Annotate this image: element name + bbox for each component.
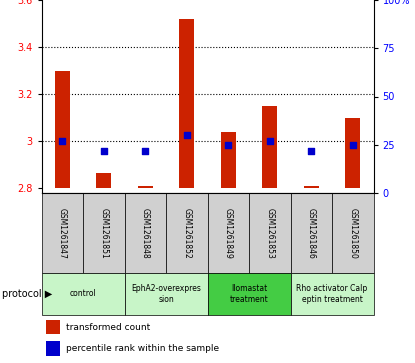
Bar [46, 341, 60, 356]
Text: GSM1261846: GSM1261846 [307, 208, 316, 258]
Bar [55, 71, 70, 188]
Text: control: control [70, 290, 96, 298]
Text: transformed count: transformed count [66, 322, 150, 331]
Text: GSM1261848: GSM1261848 [141, 208, 150, 258]
Bar [166, 193, 208, 273]
Point [100, 148, 107, 154]
Bar [332, 193, 374, 273]
Text: GSM1261847: GSM1261847 [58, 208, 67, 258]
Bar [42, 193, 83, 273]
Bar [46, 320, 60, 334]
Bar [83, 193, 124, 273]
Bar [290, 193, 332, 273]
Text: protocol ▶: protocol ▶ [2, 289, 52, 299]
Text: Rho activator Calp
eptin treatment: Rho activator Calp eptin treatment [296, 284, 368, 304]
Bar [263, 106, 277, 188]
Bar [124, 193, 166, 273]
Point [142, 148, 149, 154]
Point [349, 142, 356, 148]
Bar [208, 273, 290, 315]
Bar [96, 173, 111, 188]
Bar [124, 273, 208, 315]
Point [59, 138, 66, 144]
Point [266, 138, 273, 144]
Bar [304, 186, 319, 188]
Bar [208, 193, 249, 273]
Bar [180, 19, 194, 188]
Bar [249, 193, 290, 273]
Text: GSM1261849: GSM1261849 [224, 208, 233, 258]
Text: Ilomastat
treatment: Ilomastat treatment [229, 284, 269, 304]
Text: GSM1261850: GSM1261850 [348, 208, 357, 258]
Point [225, 142, 232, 148]
Point [183, 132, 190, 138]
Bar [221, 132, 236, 188]
Point [308, 148, 315, 154]
Text: percentile rank within the sample: percentile rank within the sample [66, 344, 219, 353]
Bar [290, 273, 374, 315]
Text: GSM1261851: GSM1261851 [99, 208, 108, 258]
Text: EphA2-overexpres
sion: EphA2-overexpres sion [131, 284, 201, 304]
Text: GSM1261852: GSM1261852 [182, 208, 191, 258]
Bar [138, 186, 153, 188]
Text: GSM1261853: GSM1261853 [265, 208, 274, 258]
Bar [42, 273, 124, 315]
Bar [346, 118, 360, 188]
